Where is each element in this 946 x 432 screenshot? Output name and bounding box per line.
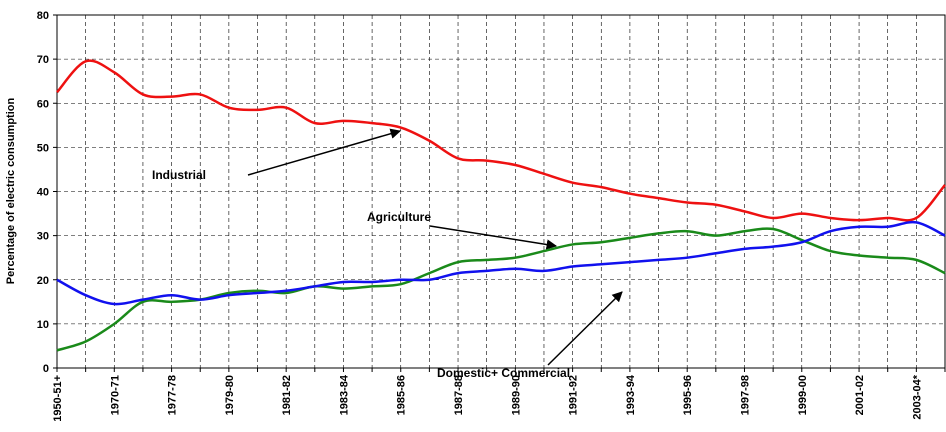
x-tick-label: 1999-00 <box>797 375 809 415</box>
x-tick-label: 2003-04* <box>911 374 923 419</box>
series-annotation: Industrial <box>152 168 206 182</box>
annotation-arrow <box>429 225 558 250</box>
x-tick-label: 1970-71 <box>109 375 121 415</box>
x-tick-label: 1950-51+ <box>52 375 64 422</box>
y-tick-label: 0 <box>43 363 49 375</box>
series-line <box>56 220 946 306</box>
x-tick-label: 1981-82 <box>281 375 293 415</box>
y-tick-label: 20 <box>37 275 49 287</box>
x-tick-label: 1983-84 <box>338 374 350 415</box>
y-tick-label: 40 <box>37 187 49 199</box>
x-tick-label: 1991-92 <box>568 375 580 415</box>
x-tick-label: 2001-02 <box>854 375 866 415</box>
x-tick-label: 1977-78 <box>167 375 179 415</box>
x-tick-label: 1997-98 <box>739 375 751 415</box>
annotation-arrow <box>547 291 623 366</box>
x-tick-label: 1979-80 <box>224 375 236 415</box>
series-line <box>56 227 946 352</box>
x-tick-label: 1987-88 <box>453 375 465 415</box>
x-tick-label: 1989-90 <box>510 375 522 415</box>
y-tick-label: 30 <box>37 231 49 243</box>
annotation-arrow <box>247 128 402 176</box>
series-line <box>56 59 946 222</box>
series-annotation: Domestic+ Commercial <box>437 366 570 380</box>
y-tick-label: 10 <box>37 319 49 331</box>
x-tick-label: 1985-86 <box>396 375 408 415</box>
plot-frame <box>56 14 946 369</box>
y-tick-label: 70 <box>37 54 49 66</box>
y-tick-label: 80 <box>37 10 49 22</box>
y-tick-label: 50 <box>37 142 49 154</box>
y-axis-label: Percentage of electric consumption <box>5 98 17 285</box>
series-annotation: Agriculture <box>367 210 431 224</box>
y-tick-label: 60 <box>37 98 49 110</box>
x-tick-label: 1995-96 <box>682 375 694 415</box>
x-tick-label: 1993-94 <box>625 374 637 415</box>
